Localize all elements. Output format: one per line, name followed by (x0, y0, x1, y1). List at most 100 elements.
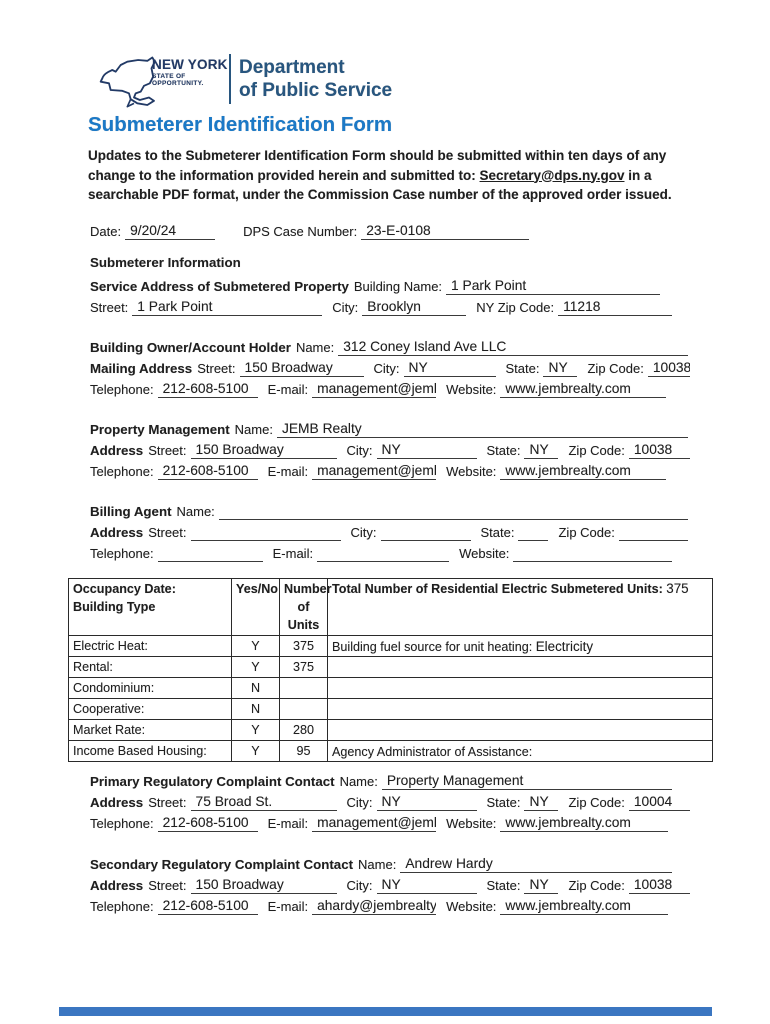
owner-street-field[interactable]: 150 Broadway (239, 359, 364, 377)
pm-name-field[interactable]: JEMB Realty (276, 420, 688, 438)
building-name-field[interactable]: 1 Park Point (446, 277, 660, 295)
col1-header: Occupancy Date: Building Type (68, 578, 232, 636)
market-rate-label: Market Rate: (68, 719, 232, 741)
page-bottom-bar (59, 1007, 712, 1016)
condominium-units-field[interactable] (279, 677, 328, 699)
pm-street-field[interactable]: 150 Broadway (190, 441, 337, 459)
billing-zip-field[interactable] (618, 523, 688, 541)
table-header-row: Occupancy Date: Building Type Yes/No Num… (68, 578, 713, 636)
owner-state-field[interactable]: NY (543, 359, 578, 377)
service-zip-field[interactable]: 11218 (558, 298, 672, 316)
intro-paragraph: Updates to the Submeterer Identification… (88, 148, 672, 202)
rental-units-field[interactable]: 375 (279, 656, 328, 678)
billing-state-field[interactable] (518, 523, 549, 541)
secondary-website-field[interactable]: www.jembrealty.com (500, 897, 668, 915)
building-name-label: Building Name: (353, 279, 443, 294)
pm-website-field[interactable]: www.jembrealty.com (500, 462, 666, 480)
pm-city-field[interactable]: NY (376, 441, 477, 459)
submeterer-section-heading: Submeterer Information (90, 255, 241, 270)
secondary-name-field[interactable]: Andrew Hardy (400, 855, 672, 873)
electric-heat-units-field[interactable]: 375 (279, 635, 328, 657)
cooperative-yn-field[interactable]: N (231, 698, 280, 720)
primary-street-field[interactable]: 75 Broad St. (190, 793, 337, 811)
secretary-email-link[interactable]: Secretary@dps.ny.gov (479, 167, 625, 183)
primary-name-field[interactable]: Property Management (381, 772, 672, 790)
condominium-label: Condominium: (68, 677, 232, 699)
market-rate-units-field[interactable]: 280 (279, 719, 328, 741)
primary-contact-section-heading: Primary Regulatory Complaint Contact (90, 774, 335, 789)
ny-zip-label: NY Zip Code: (476, 300, 555, 315)
primary-website-field[interactable]: www.jembrealty.com (500, 814, 668, 832)
electric-heat-yn-field[interactable]: Y (231, 635, 280, 657)
owner-city-field[interactable]: NY (403, 359, 496, 377)
billing-city-field[interactable] (380, 523, 471, 541)
occupancy-table: Occupancy Date: Building Type Yes/No Num… (68, 578, 713, 762)
service-street-field[interactable]: 1 Park Point (132, 298, 323, 316)
primary-state-field[interactable]: NY (524, 793, 559, 811)
logo-wordmark: NEW YORK STATE OF OPPORTUNITY. (152, 58, 228, 88)
billing-section-heading: Billing Agent (90, 504, 172, 519)
date-field[interactable]: 9/20/24 (125, 222, 216, 240)
income-based-units-field[interactable]: 95 (279, 740, 328, 762)
street-label: Street: (90, 300, 129, 315)
logo-divider (229, 54, 231, 104)
table-row: Rental: Y 375 (68, 656, 713, 678)
primary-zip-field[interactable]: 10004 (628, 793, 690, 811)
ny-state-outline-icon (99, 56, 156, 108)
fuel-source-label: Building fuel source for unit heating: (332, 639, 533, 654)
table-row: Electric Heat: Y 375 Building fuel sourc… (68, 635, 713, 657)
table-row: Cooperative: N (68, 698, 713, 720)
billing-website-field[interactable] (513, 544, 672, 562)
primary-phone-field[interactable]: 212-608-5100 (157, 814, 258, 832)
secondary-state-field[interactable]: NY (524, 876, 559, 894)
market-rate-yn-field[interactable]: Y (231, 719, 280, 741)
col3-header: Number of Units (279, 578, 332, 636)
table-row: Market Rate: Y 280 (68, 719, 713, 741)
pm-zip-field[interactable]: 10038 (628, 441, 690, 459)
owner-zip-field[interactable]: 10038 (647, 359, 690, 377)
pm-state-field[interactable]: NY (524, 441, 559, 459)
primary-city-field[interactable]: NY (376, 793, 477, 811)
mailing-address-label: Mailing Address (90, 361, 193, 376)
pm-email-field[interactable]: management@jemb (312, 462, 437, 480)
billing-phone-field[interactable] (157, 544, 263, 562)
logo-newyork-text: NEW YORK (152, 57, 228, 72)
owner-phone-field[interactable]: 212-608-5100 (157, 380, 258, 398)
billing-name-field[interactable] (218, 502, 688, 520)
department-name: Department of Public Service (239, 57, 393, 101)
primary-email-field[interactable]: management@jemb (312, 814, 437, 832)
owner-website-field[interactable]: www.jembrealty.com (500, 380, 666, 398)
secondary-phone-field[interactable]: 212-608-5100 (157, 897, 258, 915)
dps-case-field[interactable]: 23-E-0108 (361, 222, 530, 240)
city-label: City: (332, 300, 359, 315)
owner-email-field[interactable]: management@jembr (312, 380, 437, 398)
owner-name-label: Name: (295, 340, 335, 355)
cooperative-units-field[interactable] (279, 698, 328, 720)
rental-yn-field[interactable]: Y (231, 656, 280, 678)
secondary-street-field[interactable]: 150 Broadway (190, 876, 337, 894)
logo-stateof-text: STATE OF (152, 72, 186, 80)
secondary-email-field[interactable]: ahardy@jembrealty. (312, 897, 437, 915)
secondary-zip-field[interactable]: 10038 (628, 876, 690, 894)
page-title: Submeterer Identification Form (88, 113, 393, 136)
cooperative-label: Cooperative: (68, 698, 232, 720)
dps-case-label: DPS Case Number: (243, 224, 358, 239)
date-label: Date: (90, 224, 122, 239)
billing-email-field[interactable] (317, 544, 450, 562)
electric-heat-label: Electric Heat: (68, 635, 232, 657)
pm-phone-field[interactable]: 212-608-5100 (157, 462, 258, 480)
owner-name-field[interactable]: 312 Coney Island Ave LLC (338, 338, 688, 356)
service-city-field[interactable]: Brooklyn (362, 298, 467, 316)
table-row: Condominium: N (68, 677, 713, 699)
billing-street-field[interactable] (190, 523, 341, 541)
col2-header: Yes/No (231, 578, 280, 636)
secondary-city-field[interactable]: NY (376, 876, 477, 894)
service-address-label: Service Address of Submetered Property (90, 279, 349, 294)
condominium-yn-field[interactable]: N (231, 677, 280, 699)
total-submetered-units-field[interactable]: 375 (666, 581, 689, 596)
fuel-source-field[interactable]: Electricity (535, 638, 594, 654)
rental-label: Rental: (68, 656, 232, 678)
income-based-yn-field[interactable]: Y (231, 740, 280, 762)
secondary-contact-section-heading: Secondary Regulatory Complaint Contact (90, 857, 354, 872)
